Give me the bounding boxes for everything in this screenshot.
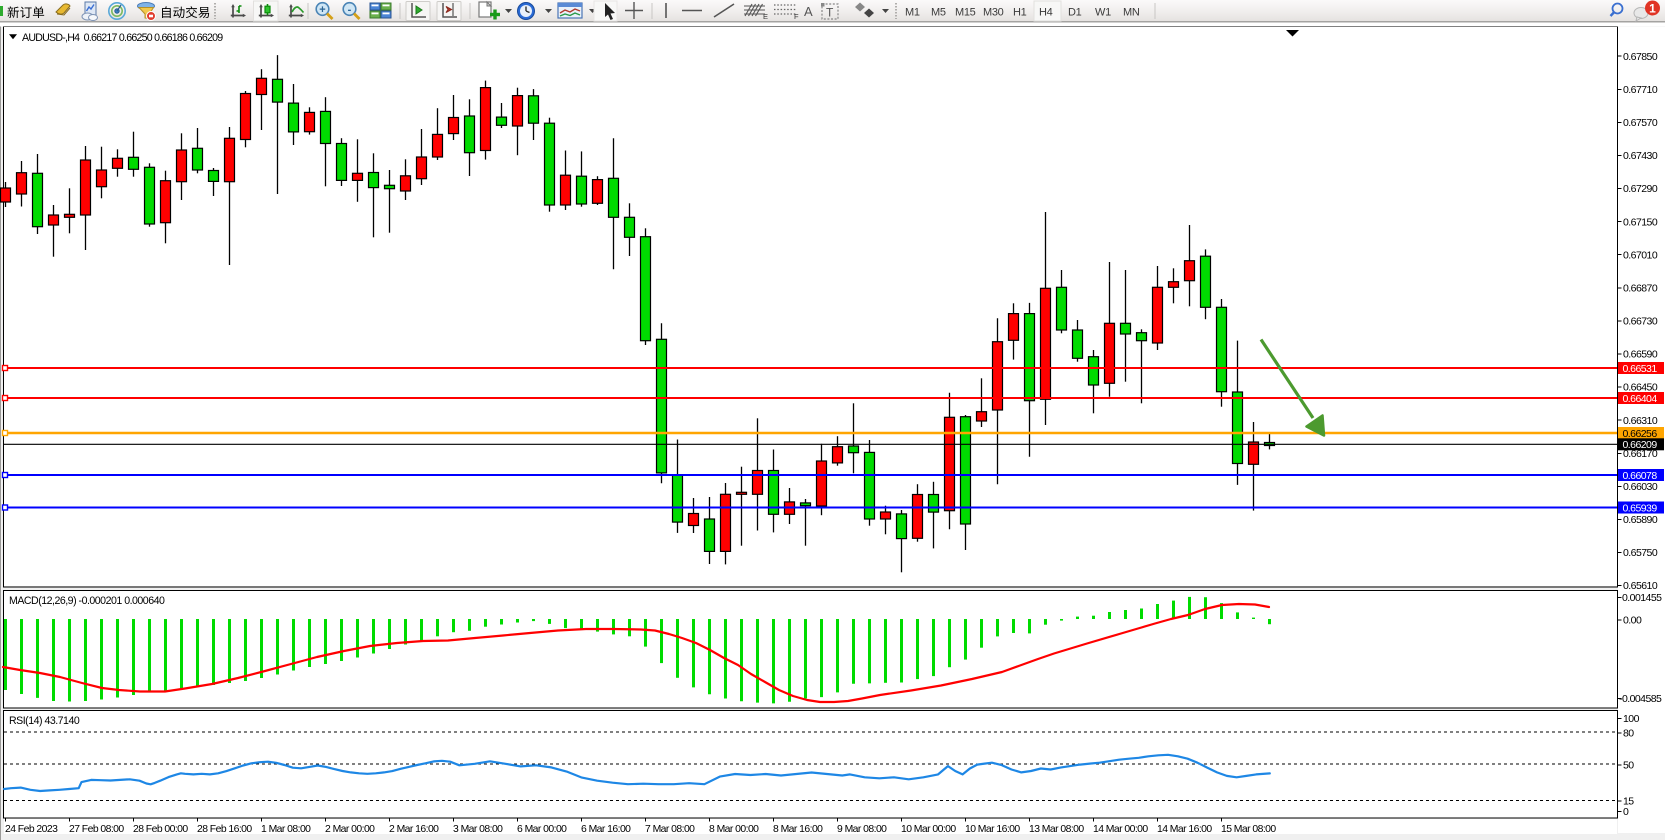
svg-text:-0.004585: -0.004585 bbox=[1619, 693, 1662, 705]
svg-text:M5: M5 bbox=[931, 7, 946, 19]
svg-text:M15: M15 bbox=[955, 7, 976, 19]
svg-text:10 Mar 00:00: 10 Mar 00:00 bbox=[901, 824, 956, 835]
svg-text:0.66590: 0.66590 bbox=[1623, 349, 1658, 361]
svg-text:28 Feb 00:00: 28 Feb 00:00 bbox=[133, 824, 188, 835]
svg-text:0.67290: 0.67290 bbox=[1623, 183, 1658, 195]
svg-text:6 Mar 16:00: 6 Mar 16:00 bbox=[581, 824, 631, 835]
svg-text:0.66404: 0.66404 bbox=[1623, 393, 1658, 405]
svg-text:10 Mar 16:00: 10 Mar 16:00 bbox=[965, 824, 1020, 835]
svg-text:0.66730: 0.66730 bbox=[1623, 316, 1658, 328]
svg-text:8 Mar 00:00: 8 Mar 00:00 bbox=[709, 824, 759, 835]
svg-text:0.67150: 0.67150 bbox=[1623, 216, 1658, 228]
svg-text:0.66256: 0.66256 bbox=[1623, 428, 1658, 440]
svg-text:0.66310: 0.66310 bbox=[1623, 415, 1658, 427]
svg-text:0.001455: 0.001455 bbox=[1622, 592, 1662, 604]
svg-text:0.00: 0.00 bbox=[1623, 615, 1642, 627]
svg-text:0.67010: 0.67010 bbox=[1623, 249, 1658, 261]
svg-text:100: 100 bbox=[1623, 713, 1640, 725]
svg-text:0.67850: 0.67850 bbox=[1623, 51, 1658, 63]
svg-text:50: 50 bbox=[1623, 760, 1634, 772]
svg-text:0: 0 bbox=[1623, 806, 1629, 818]
svg-text:M1: M1 bbox=[905, 7, 920, 19]
svg-text:MN: MN bbox=[1123, 7, 1140, 19]
svg-text:W1: W1 bbox=[1095, 7, 1111, 19]
svg-text:0.66170: 0.66170 bbox=[1623, 448, 1658, 460]
svg-text:2 Mar 16:00: 2 Mar 16:00 bbox=[389, 824, 439, 835]
svg-text:14 Mar 00:00: 14 Mar 00:00 bbox=[1093, 824, 1148, 835]
svg-text:-: - bbox=[348, 4, 352, 16]
svg-text:24 Feb 2023: 24 Feb 2023 bbox=[5, 824, 58, 835]
svg-text:14 Mar 16:00: 14 Mar 16:00 bbox=[1157, 824, 1212, 835]
svg-text:E: E bbox=[763, 12, 768, 21]
svg-text:0.67710: 0.67710 bbox=[1623, 84, 1658, 96]
svg-text:0.66870: 0.66870 bbox=[1623, 282, 1658, 294]
svg-text:RSI(14) 43.7140: RSI(14) 43.7140 bbox=[9, 715, 80, 727]
svg-text:H4: H4 bbox=[1039, 7, 1053, 19]
svg-text:0.67570: 0.67570 bbox=[1623, 117, 1658, 129]
svg-text:D1: D1 bbox=[1068, 7, 1082, 19]
svg-text:A: A bbox=[804, 4, 813, 19]
svg-text:T: T bbox=[826, 6, 834, 20]
svg-text:0.67430: 0.67430 bbox=[1623, 150, 1658, 162]
svg-text:0.66030: 0.66030 bbox=[1623, 481, 1658, 493]
svg-text:0.66209: 0.66209 bbox=[1623, 439, 1658, 451]
svg-text:2 Mar 00:00: 2 Mar 00:00 bbox=[325, 824, 375, 835]
svg-text:0.65610: 0.65610 bbox=[1623, 580, 1658, 592]
svg-text:7 Mar 08:00: 7 Mar 08:00 bbox=[645, 824, 695, 835]
svg-text:M30: M30 bbox=[983, 7, 1004, 19]
svg-text:0.66078: 0.66078 bbox=[1623, 470, 1658, 482]
svg-text:9 Mar 08:00: 9 Mar 08:00 bbox=[837, 824, 887, 835]
svg-text:F: F bbox=[794, 12, 799, 21]
svg-text:15 Mar 08:00: 15 Mar 08:00 bbox=[1221, 824, 1276, 835]
svg-text:3 Mar 08:00: 3 Mar 08:00 bbox=[453, 824, 503, 835]
svg-text:+: + bbox=[319, 4, 325, 16]
svg-text:MACD(12,26,9) -0.000201 0.0006: MACD(12,26,9) -0.000201 0.000640 bbox=[9, 595, 165, 607]
svg-text:13 Mar 08:00: 13 Mar 08:00 bbox=[1029, 824, 1084, 835]
svg-text:1: 1 bbox=[1649, 1, 1656, 15]
svg-text:15: 15 bbox=[1623, 796, 1634, 808]
svg-text:0.66450: 0.66450 bbox=[1623, 382, 1658, 394]
svg-text:27 Feb 08:00: 27 Feb 08:00 bbox=[69, 824, 124, 835]
svg-text:28 Feb 16:00: 28 Feb 16:00 bbox=[197, 824, 252, 835]
svg-text:AUDUSD-,H4 0.66217 0.66250 0.: AUDUSD-,H4 0.66217 0.66250 0.66186 0.662… bbox=[22, 32, 223, 44]
svg-text:8 Mar 16:00: 8 Mar 16:00 bbox=[773, 824, 823, 835]
svg-text:80: 80 bbox=[1623, 728, 1634, 740]
svg-text:0.65890: 0.65890 bbox=[1623, 514, 1658, 526]
svg-text:H1: H1 bbox=[1013, 7, 1027, 19]
svg-text:0.66531: 0.66531 bbox=[1623, 363, 1658, 375]
svg-text:0.65939: 0.65939 bbox=[1623, 502, 1658, 514]
svg-text:1 Mar 08:00: 1 Mar 08:00 bbox=[261, 824, 311, 835]
svg-text:6 Mar 00:00: 6 Mar 00:00 bbox=[517, 824, 567, 835]
svg-text:0.65750: 0.65750 bbox=[1623, 547, 1658, 559]
